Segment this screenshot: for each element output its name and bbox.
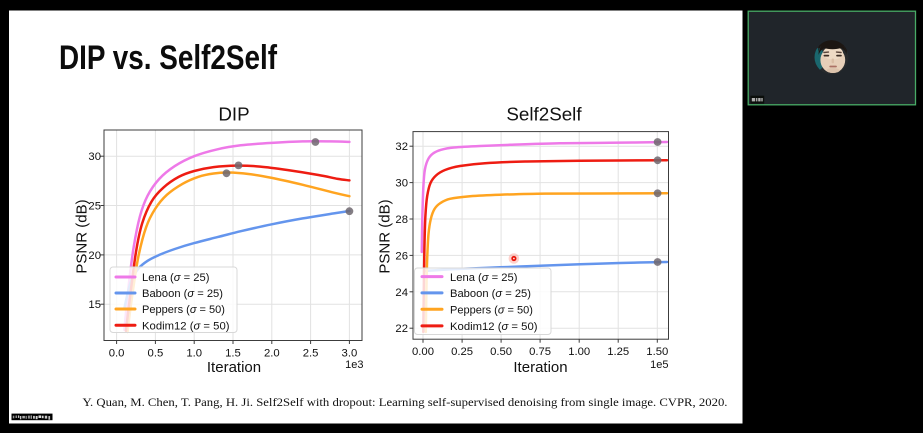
svg-text:Lena (σ = 25): Lena (σ = 25)	[142, 272, 210, 284]
svg-text:1.00: 1.00	[568, 346, 590, 358]
svg-text:0.5: 0.5	[148, 348, 164, 360]
svg-text:30: 30	[88, 151, 101, 163]
svg-text:Iteration: Iteration	[207, 359, 261, 376]
svg-text:28: 28	[395, 214, 408, 226]
svg-text:Peppers (σ = 50): Peppers (σ = 50)	[142, 304, 225, 316]
svg-text:1e3: 1e3	[345, 359, 363, 371]
svg-text:Lena (σ = 25): Lena (σ = 25)	[450, 272, 518, 284]
svg-text:0.25: 0.25	[451, 346, 473, 358]
svg-text:Kodim12 (σ = 50): Kodim12 (σ = 50)	[142, 321, 230, 333]
svg-text:25: 25	[88, 201, 101, 213]
svg-text:Self2Self: Self2Self	[506, 104, 582, 125]
svg-text:Iteration: Iteration	[513, 359, 567, 376]
svg-text:DIP: DIP	[218, 104, 249, 125]
svg-text:Kodim12 (σ = 50): Kodim12 (σ = 50)	[450, 321, 538, 333]
svg-text:30: 30	[395, 178, 408, 190]
svg-text:Peppers (σ = 50): Peppers (σ = 50)	[450, 304, 533, 316]
svg-text:PSNR (dB): PSNR (dB)	[74, 199, 91, 273]
svg-text:PSNR (dB): PSNR (dB)	[377, 199, 394, 273]
svg-text:20: 20	[88, 250, 101, 262]
svg-text:Baboon (σ = 25): Baboon (σ = 25)	[142, 288, 223, 300]
svg-text:2.5: 2.5	[303, 348, 319, 360]
svg-text:32: 32	[395, 141, 408, 153]
svg-text:1.50: 1.50	[646, 346, 668, 358]
svg-text:2.0: 2.0	[264, 348, 280, 360]
svg-text:15: 15	[88, 299, 101, 311]
svg-text:26: 26	[395, 250, 408, 262]
svg-text:0.00: 0.00	[412, 346, 434, 358]
svg-text:Y. Quan, M. Chen, T. Pang, H.: Y. Quan, M. Chen, T. Pang, H. Ji. Self2S…	[83, 397, 728, 409]
svg-text:1.0: 1.0	[186, 348, 202, 360]
svg-text:3.0: 3.0	[342, 348, 358, 360]
svg-text:0.75: 0.75	[529, 346, 551, 358]
svg-text:1e5: 1e5	[650, 359, 668, 371]
svg-text:0.50: 0.50	[490, 346, 512, 358]
svg-text:22: 22	[395, 323, 408, 335]
svg-text:DIP vs. Self2Self: DIP vs. Self2Self	[59, 39, 277, 77]
svg-text:1.25: 1.25	[607, 346, 629, 358]
svg-text:0.0: 0.0	[109, 348, 125, 360]
svg-text:1.5: 1.5	[225, 348, 241, 360]
svg-text:24: 24	[395, 287, 408, 299]
svg-text:Baboon (σ = 25): Baboon (σ = 25)	[450, 288, 531, 300]
